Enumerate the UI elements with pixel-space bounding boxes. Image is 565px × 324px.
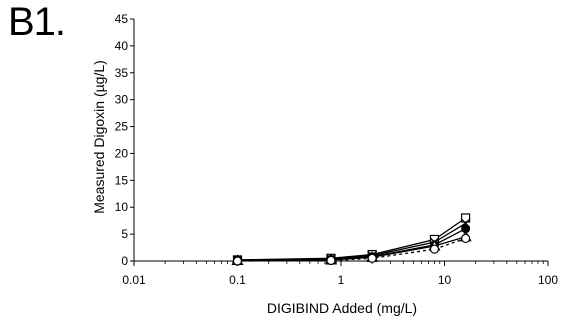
point-circle-open (429, 244, 440, 254)
series-5 (232, 233, 471, 266)
y-tick-label: 40 (115, 39, 129, 53)
y-tick-label: 35 (115, 66, 129, 80)
series-group (231, 213, 472, 266)
y-tick-label: 15 (115, 173, 129, 187)
x-axis-title: DIGIBIND Added (mg/L) (267, 300, 417, 316)
point-circle-open (232, 256, 243, 266)
x-tick-label: 100 (538, 273, 558, 287)
x-axis: 0.01 0.1 1 10 100 (122, 260, 558, 287)
x-tick-label: 10 (438, 273, 452, 287)
y-tick-label: 25 (115, 120, 129, 134)
point-circle-open (461, 233, 471, 244)
x-tick-label: 1 (338, 273, 345, 287)
y-tick-label: 10 (115, 200, 129, 214)
y-tick-label: 0 (121, 254, 128, 268)
point-square (461, 213, 471, 223)
y-axis-title: Measured Digoxin (µg/L) (91, 60, 107, 214)
y-tick-label: 45 (115, 12, 129, 26)
x-tick-label: 0.01 (122, 273, 146, 287)
y-axis: 0 5 10 15 20 25 30 35 40 45 (115, 12, 135, 268)
y-tick-label: 5 (121, 227, 128, 241)
y-tick-label: 30 (115, 93, 129, 107)
point-circle-open (367, 253, 377, 263)
point-circle-open (326, 255, 336, 266)
series-1 (232, 213, 471, 265)
panel-label: B1. (8, 0, 66, 44)
x-tick-label: 0.1 (229, 273, 246, 287)
y-tick-label: 20 (115, 146, 129, 160)
